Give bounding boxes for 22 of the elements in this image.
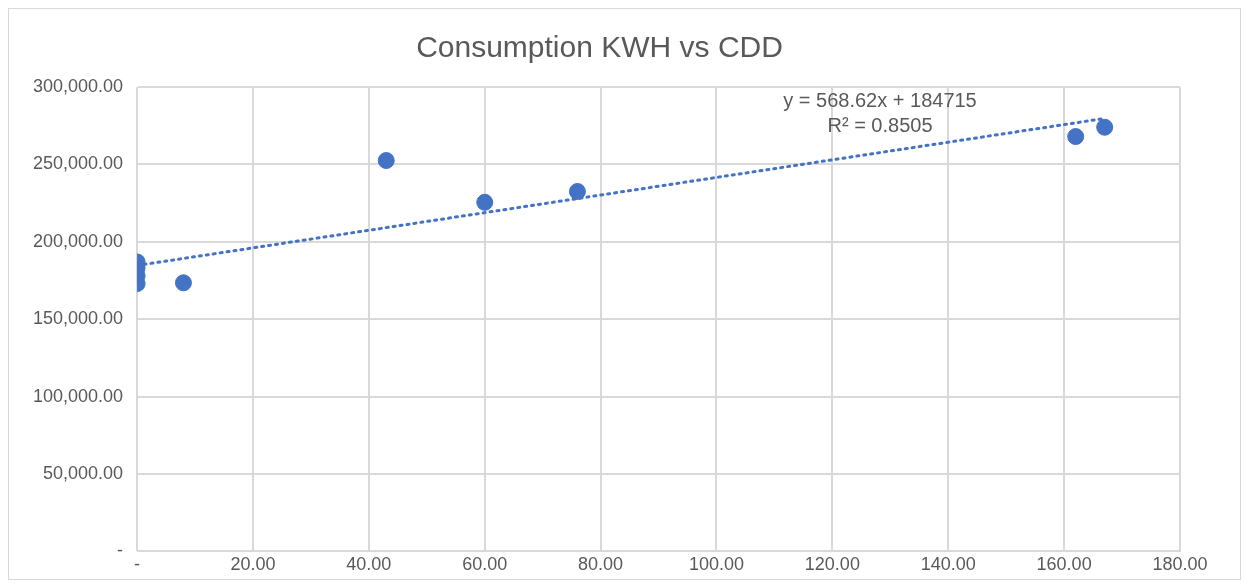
x-tick-label: -	[134, 554, 141, 575]
annotation: R² = 0.8505	[827, 114, 933, 136]
x-tick-label: 40.00	[346, 554, 392, 575]
y-tick-label: -	[117, 540, 124, 561]
x-tick-label: 100.00	[688, 554, 745, 575]
point	[1067, 128, 1085, 146]
y-tick-label: 200,000.00	[32, 230, 124, 251]
x-tick-label: 20.00	[230, 554, 276, 575]
x-tick-label: 60.00	[462, 554, 508, 575]
y-tick-label: 100,000.00	[32, 385, 124, 406]
x-tick-label: 120.00	[804, 554, 860, 575]
x-tick-label: 160.00	[1036, 554, 1092, 575]
x-tick-label: 180.00	[1152, 554, 1208, 575]
y-tick-label: 250,000.00	[32, 153, 124, 174]
y-tick-label: 50,000.00	[43, 462, 124, 483]
point	[1096, 118, 1114, 136]
x-tick-label: 140.00	[920, 554, 976, 575]
chart-title: Consumption KWH vs CDD	[416, 30, 783, 64]
x-tick-label: 80.00	[578, 554, 624, 575]
annotation: y = 568.62x + 184715	[783, 89, 977, 111]
y-tick-label: 150,000.00	[32, 308, 124, 329]
y-tick-label: 300,000.00	[32, 75, 124, 96]
